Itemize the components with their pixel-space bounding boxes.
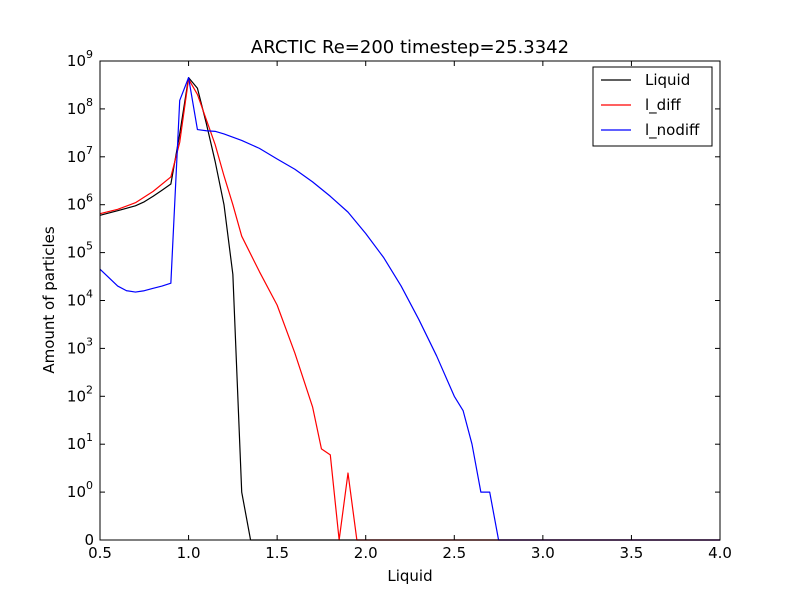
series-line-3: [99, 77, 720, 541]
y-tick-label: 10: [67, 483, 86, 501]
x-tick-label: 4.0: [708, 544, 732, 562]
y-axis-label: Amount of particles: [40, 226, 58, 374]
y-tick-label: 10: [67, 196, 86, 214]
y-tick-exponent: 1: [86, 431, 93, 444]
y-tick-label: 0: [84, 531, 94, 549]
y-tick-label: 10: [67, 52, 86, 70]
y-tick-label: 10: [67, 435, 86, 453]
y-tick-label: 10: [67, 339, 86, 357]
x-tick-label: 1.5: [265, 544, 289, 562]
y-tick-exponent: 6: [86, 192, 93, 205]
y-tick-exponent: 0: [86, 479, 93, 492]
y-tick-label: 10: [67, 148, 86, 166]
y-tick-label: 10: [67, 292, 86, 310]
chart-title: ARCTIC Re=200 timestep=25.3342: [251, 37, 569, 58]
y-tick-exponent: 9: [86, 48, 93, 61]
legend-label-2: l_diff: [645, 96, 681, 115]
y-tick-label: 10: [67, 387, 86, 405]
y-tick-exponent: 7: [86, 144, 93, 157]
x-tick-label: 2.0: [354, 544, 378, 562]
legend-label-3: l_nodiff: [645, 121, 700, 140]
x-tick-label: 1.0: [177, 544, 201, 562]
y-tick-exponent: 3: [86, 335, 93, 348]
series-layer: [99, 77, 720, 541]
legend-label-1: Liquid: [645, 71, 690, 89]
y-tick-exponent: 4: [86, 288, 93, 301]
y-tick-label: 10: [67, 100, 86, 118]
y-tick-exponent: 2: [86, 383, 93, 396]
y-tick-exponent: 8: [86, 96, 93, 109]
legend: Liquid l_diff l_nodiff: [592, 66, 713, 147]
x-tick-label: 3.0: [531, 544, 555, 562]
x-tick-label: 2.5: [442, 544, 466, 562]
y-tick-exponent: 5: [86, 240, 93, 253]
x-tick-label: 0.5: [88, 544, 112, 562]
series-line-2: [99, 78, 720, 541]
x-axis-label: Liquid: [387, 567, 432, 585]
y-tick-label: 10: [67, 244, 86, 262]
x-tick-label: 3.5: [619, 544, 643, 562]
